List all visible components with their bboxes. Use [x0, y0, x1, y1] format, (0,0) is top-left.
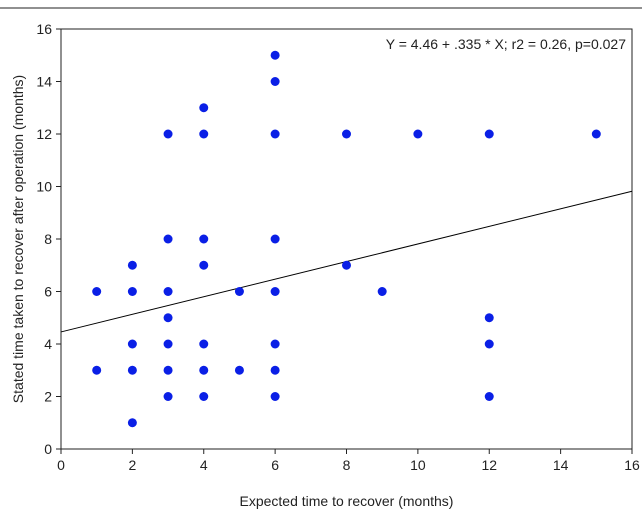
data-point — [270, 392, 280, 401]
data-point — [270, 365, 280, 375]
data-point — [484, 129, 494, 139]
data-point — [163, 392, 173, 401]
data-points — [92, 50, 601, 428]
data-point — [127, 260, 137, 270]
data-point — [163, 365, 173, 375]
data-point — [127, 339, 137, 349]
x-tick-label: 8 — [343, 457, 351, 473]
x-tick-label: 6 — [271, 457, 279, 473]
data-point — [199, 260, 209, 270]
data-point — [199, 103, 209, 113]
data-point — [342, 129, 351, 139]
data-point — [163, 234, 173, 244]
data-point — [163, 339, 173, 349]
data-point — [234, 287, 244, 296]
regression-annotation: Y = 4.46 + .335 * X; r2 = 0.26, p=0.027 — [386, 36, 626, 52]
data-point — [270, 287, 280, 296]
x-axis-title: Expected time to recover (months) — [240, 493, 454, 509]
y-tick-label: 2 — [44, 389, 52, 405]
data-point — [484, 339, 494, 349]
data-point — [199, 392, 209, 401]
x-tick-label: 2 — [128, 457, 136, 473]
data-point — [270, 234, 280, 244]
data-point — [163, 313, 173, 323]
y-tick-label: 14 — [36, 74, 52, 90]
data-point — [377, 287, 387, 296]
y-tick-label: 8 — [44, 231, 52, 247]
x-tick-label: 0 — [57, 457, 65, 473]
x-tick-label: 14 — [553, 457, 569, 473]
data-point — [234, 365, 244, 375]
data-point — [163, 129, 173, 139]
data-point — [163, 287, 173, 296]
data-point — [92, 365, 102, 375]
x-tick-label: 12 — [481, 457, 497, 473]
data-point — [270, 77, 280, 86]
x-tick-label: 16 — [624, 457, 640, 473]
data-point — [270, 129, 280, 139]
data-point — [199, 129, 209, 139]
data-point — [127, 418, 137, 428]
data-point — [199, 365, 209, 375]
y-tick-label: 12 — [36, 126, 52, 142]
data-point — [270, 339, 280, 349]
y-tick-label: 4 — [44, 336, 52, 352]
data-point — [484, 313, 494, 323]
data-point — [484, 392, 494, 401]
x-tick-label: 4 — [200, 457, 208, 473]
y-tick-label: 10 — [36, 179, 52, 195]
data-point — [92, 287, 102, 296]
y-tick-label: 6 — [44, 284, 52, 300]
axes: 0 2 4 6 8 10 12 14 16 0 2 4 6 8 10 12 14 16 — [36, 21, 640, 473]
data-point — [127, 287, 137, 296]
data-point — [270, 50, 280, 60]
x-tick-label: 10 — [410, 457, 426, 473]
data-point — [591, 129, 601, 139]
data-point — [127, 365, 137, 375]
plot-frame — [60, 28, 633, 450]
y-tick-label: 0 — [44, 441, 52, 457]
y-axis-title: Stated time taken to recover after opera… — [10, 75, 26, 403]
data-point — [342, 260, 351, 270]
data-point — [199, 339, 209, 349]
y-tick-label: 16 — [36, 21, 52, 37]
data-point — [199, 234, 209, 244]
data-point — [413, 129, 423, 139]
